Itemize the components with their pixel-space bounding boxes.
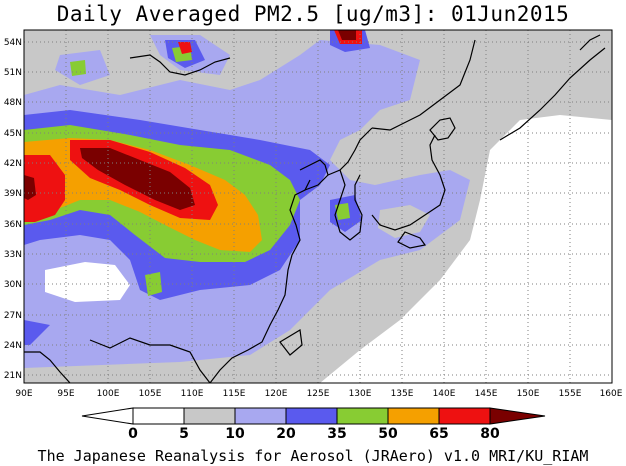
lat-tick-label: 45N [4, 129, 22, 139]
lat-tick-label: 27N [4, 311, 22, 321]
lat-tick-label: 48N [4, 98, 22, 108]
lat-tick-label: 42N [4, 159, 22, 169]
lon-tick-label: 135E [391, 389, 414, 399]
colorbar-max-arrow [489, 407, 546, 425]
lon-tick-label: 95E [57, 389, 74, 399]
colorbar-label: 0 [128, 426, 138, 442]
lat-tick-label: 36N [4, 220, 22, 230]
lat-tick-label: 30N [4, 280, 22, 290]
lon-tick-label: 110E [181, 389, 204, 399]
colorbar-bin [234, 407, 287, 425]
contour-0-5 [45, 262, 130, 302]
lon-tick-label: 140E [433, 389, 456, 399]
colorbar-label: 80 [480, 426, 500, 442]
lat-tick-label: 51N [4, 68, 22, 78]
lon-tick-label: 90E [15, 389, 32, 399]
lon-tick-label: 145E [475, 389, 498, 399]
colorbar-label: 50 [378, 426, 398, 442]
footer-credit: The Japanese Reanalysis for Aerosol (JRA… [37, 447, 589, 465]
lat-tick-label: 54N [4, 38, 22, 48]
colorbar-bin [387, 407, 440, 425]
lat-tick-label: 33N [4, 250, 22, 260]
colorbar-label: 65 [429, 426, 448, 442]
contour-20-35 [24, 320, 50, 345]
contour-35-50 [335, 203, 350, 220]
colorbar-bin [132, 407, 185, 425]
colorbar-bin [183, 407, 236, 425]
lat-tick-label: 24N [4, 341, 22, 351]
coastlines [24, 34, 606, 383]
lat-tick-label: 39N [4, 189, 22, 199]
contour-65-80 [24, 155, 65, 222]
colorbar-label: 20 [276, 426, 296, 442]
contour-35-50 [145, 272, 162, 296]
colorbar-min-arrow [81, 407, 134, 425]
lon-tick-label: 130E [349, 389, 372, 399]
colorbar-bin [438, 407, 491, 425]
map-gridlines [24, 30, 612, 383]
lat-axis: 21N 24N 27N 30N 33N 36N 39N 42N 45N 48N … [4, 38, 22, 381]
colorbar-bin [336, 407, 389, 425]
lon-tick-label: 160E [600, 389, 623, 399]
contour-80-plus [24, 175, 36, 200]
lat-tick-label: 21N [4, 371, 22, 381]
colorbar-label: 5 [179, 426, 189, 442]
lon-tick-label: 155E [559, 389, 582, 399]
map-title: Daily Averaged PM2.5 [ug/m3]: 01Jun2015 [56, 2, 570, 26]
colorbar-label: 35 [327, 426, 346, 442]
colorbar-label: 10 [225, 426, 245, 442]
lon-tick-label: 105E [139, 389, 162, 399]
colorbar-bin [285, 407, 338, 425]
contour-35-50 [70, 60, 86, 76]
lon-tick-label: 120E [265, 389, 288, 399]
lon-tick-label: 125E [307, 389, 330, 399]
plot-frame [23, 29, 613, 384]
contour-5-10 [378, 205, 430, 238]
lon-tick-label: 115E [223, 389, 246, 399]
lon-tick-label: 150E [517, 389, 540, 399]
lon-tick-label: 100E [97, 389, 120, 399]
contour-65-80 [178, 42, 192, 54]
contour-80-plus [338, 30, 356, 40]
colorbar-labels: 0 5 10 20 35 50 65 80 [128, 426, 500, 442]
colorbar [81, 407, 546, 425]
lon-axis: 90E 95E 100E 105E 110E 115E 120E 125E 13… [15, 389, 622, 399]
